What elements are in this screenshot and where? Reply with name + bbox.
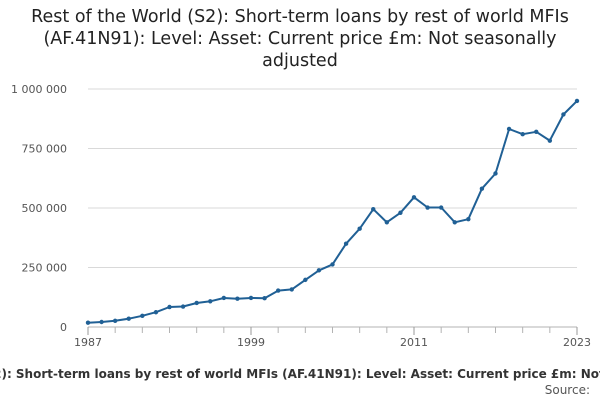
x-tick-label: 2023 bbox=[563, 336, 591, 349]
y-tick-label: 0 bbox=[60, 321, 67, 334]
data-point bbox=[303, 277, 308, 283]
data-point bbox=[425, 205, 430, 210]
data-point bbox=[221, 295, 227, 301]
data-point bbox=[235, 296, 240, 301]
data-point bbox=[85, 320, 91, 325]
data-point bbox=[506, 126, 512, 132]
data-point bbox=[398, 210, 403, 215]
data-point bbox=[180, 304, 186, 309]
data-point bbox=[438, 205, 444, 210]
data-point bbox=[153, 310, 159, 315]
x-tick-label: 1999 bbox=[237, 336, 265, 349]
data-point bbox=[411, 195, 417, 200]
series-line bbox=[87, 100, 578, 324]
data-point bbox=[289, 287, 294, 292]
data-point bbox=[561, 112, 566, 117]
data-point bbox=[140, 313, 145, 319]
axes bbox=[87, 326, 578, 335]
data-point bbox=[493, 171, 498, 176]
data-point bbox=[547, 138, 553, 143]
chart-title: Rest of the World (S2): Short-term loans… bbox=[31, 7, 569, 71]
data-point bbox=[208, 299, 213, 304]
tick-labels: 0 250 000 500 000 750 000 1 000 000 1987 1999 2… bbox=[11, 83, 591, 349]
data-point bbox=[520, 132, 525, 137]
data-point bbox=[357, 226, 362, 231]
data-point bbox=[262, 296, 267, 301]
y-tick-label: 250 000 bbox=[22, 262, 68, 275]
data-point bbox=[330, 262, 335, 267]
data-point bbox=[275, 288, 281, 293]
data-point bbox=[112, 318, 118, 324]
data-point bbox=[371, 206, 376, 212]
x-tick-label: 2011 bbox=[400, 336, 428, 349]
data-point bbox=[452, 220, 457, 225]
data-point bbox=[466, 216, 471, 222]
data-point bbox=[194, 300, 199, 306]
gridlines bbox=[88, 88, 577, 268]
data-point bbox=[99, 319, 104, 325]
data-point bbox=[574, 98, 580, 104]
data-point bbox=[126, 316, 131, 321]
data-point bbox=[167, 304, 172, 310]
legend: Rest of the World (S2): Short-term loans… bbox=[0, 366, 600, 382]
y-tick-label: 1 000 000 bbox=[11, 83, 67, 96]
data-point bbox=[479, 186, 485, 191]
x-tick-label: 1987 bbox=[74, 336, 102, 349]
y-tick-label: 500 000 bbox=[22, 202, 68, 215]
legend-series-label: Rest of the World (S2): Short-term loans… bbox=[0, 367, 600, 381]
data-point bbox=[248, 295, 254, 301]
data-point bbox=[534, 129, 539, 135]
y-tick-label: 750 000 bbox=[22, 143, 68, 156]
source-label: Source: bbox=[544, 383, 590, 397]
data-point bbox=[343, 241, 349, 246]
series-layer bbox=[85, 98, 580, 325]
data-point bbox=[316, 268, 322, 273]
data-point bbox=[384, 220, 390, 225]
